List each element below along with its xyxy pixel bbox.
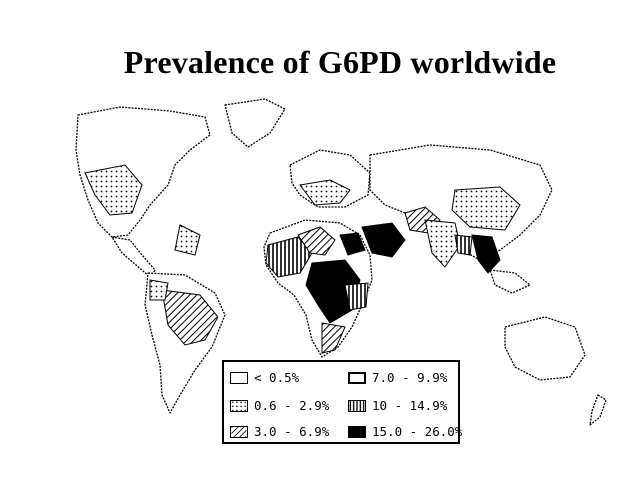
world-map [75, 98, 607, 426]
legend-item: 10 - 14.9% [348, 398, 447, 413]
region-australia [504, 316, 586, 381]
region-greenland [224, 98, 286, 148]
legend-label: 15.0 - 26.0% [372, 424, 463, 439]
swatch-under-0-5 [230, 371, 248, 384]
legend-item: < 0.5% [230, 370, 299, 385]
swatch-0-6-2-9 [230, 399, 248, 412]
swatch-15-0-26-0 [348, 425, 366, 438]
legend-label: 0.6 - 2.9% [254, 398, 330, 413]
swatch-7-0-9-9 [348, 371, 366, 384]
legend-item: 7.0 - 9.9% [348, 370, 447, 385]
region-central-america [111, 236, 156, 278]
swatch-10-14-9 [348, 399, 366, 412]
page-title: Prevalence of G6PD worldwide [123, 44, 557, 80]
legend-item: 15.0 - 26.0% [348, 424, 462, 439]
legend-item: 3.0 - 6.9% [230, 424, 329, 439]
region-new-zealand [589, 394, 607, 426]
swatch-3-0-6-9 [230, 425, 248, 438]
legend-label: 10 - 14.9% [372, 398, 448, 413]
legend: < 0.5% 7.0 - 9.9% 0.6 - 2.9% 10 - 14.9% … [222, 360, 462, 444]
legend-label: < 0.5% [254, 370, 300, 385]
legend-item: 0.6 - 2.9% [230, 398, 329, 413]
legend-label: 3.0 - 6.9% [254, 424, 330, 439]
legend-label: 7.0 - 9.9% [372, 370, 448, 385]
region-southeast-asia [489, 269, 531, 294]
